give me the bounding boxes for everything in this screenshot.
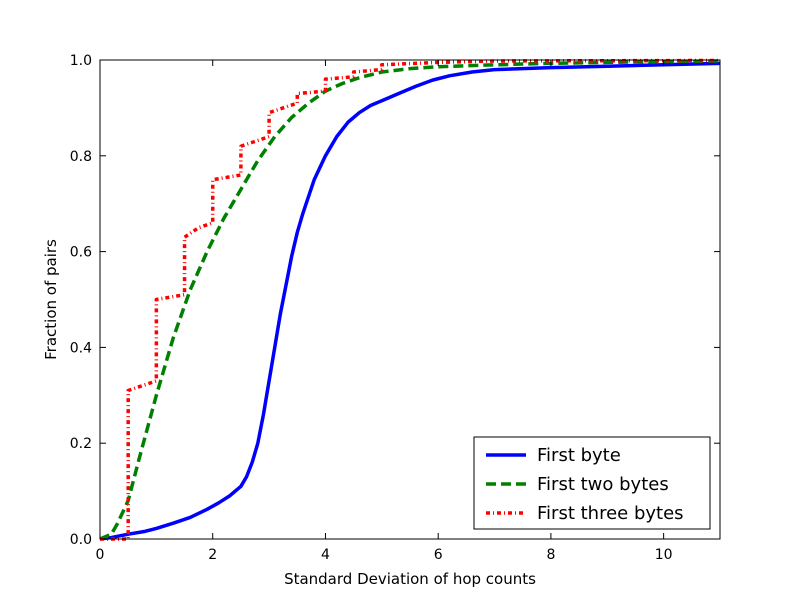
legend-label: First byte [537,445,621,466]
y-tick-label: 0.0 [70,532,92,548]
axis-ticks: 0 2 4 6 8 10 0.0 0.2 0.4 0.6 0.8 1.0 [70,53,720,563]
series-line-1 [99,61,721,541]
legend-label: First three bytes [537,503,684,524]
y-tick-label: 0.8 [70,149,92,165]
x-axis-label: Standard Deviation of hop counts [284,570,536,588]
x-tick-label: 6 [434,547,443,563]
x-tick-label: 0 [96,547,105,563]
plot-frame [99,59,721,540]
y-tick-label: 0.2 [70,436,92,452]
y-tick-label: 0.6 [70,245,92,261]
series-line-3 [100,58,721,541]
legend-label: First two bytes [537,474,669,495]
x-tick-label: 2 [208,547,217,563]
y-axis-label: Fraction of pairs [42,239,60,360]
legend: First byte First two bytes First three byt… [473,436,711,530]
legend-box [473,436,711,530]
series-line-2 [99,59,721,541]
x-tick-label: 8 [546,547,555,563]
plot-lines [99,58,721,541]
y-tick-label: 0.4 [70,340,92,356]
x-tick-label: 10 [655,547,673,563]
x-tick-label: 4 [321,547,330,563]
y-tick-label: 1.0 [70,53,92,69]
